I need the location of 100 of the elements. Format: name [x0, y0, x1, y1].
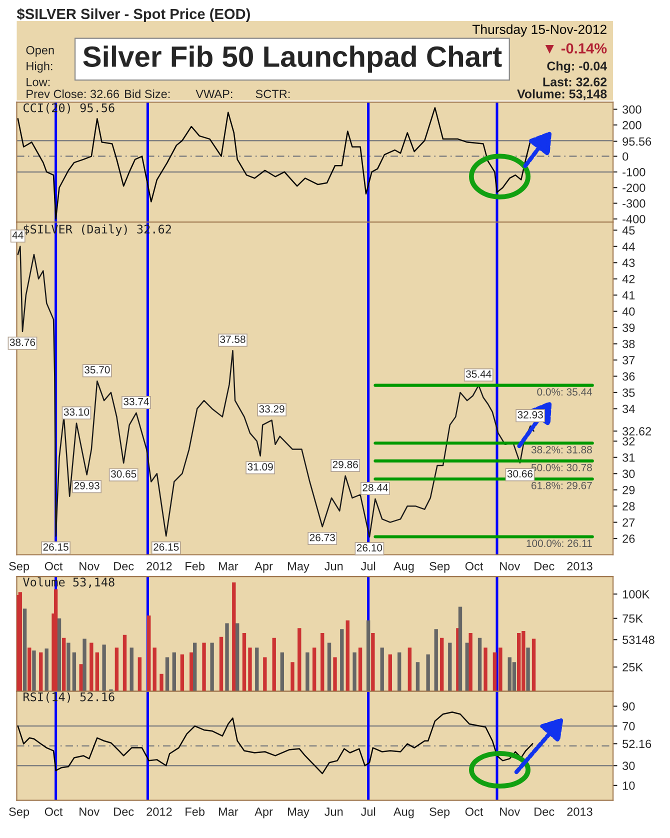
text: Last: 32.62: [543, 78, 607, 86]
annotation: 26.15: [43, 543, 68, 551]
text: Low:: [26, 78, 50, 86]
y-tick-label: -200: [622, 184, 646, 192]
annotation: 29.86: [332, 460, 358, 468]
text: Silver Fib 50 Launchpad Chart: [83, 46, 502, 73]
y-tick-label: 32: [622, 437, 635, 446]
series-label: 100.0%: 26.11: [526, 540, 592, 548]
x-tick-label: Nov: [80, 562, 100, 570]
y-tick-label: 100K: [622, 590, 650, 598]
x-tick-label: Sep: [9, 562, 30, 573]
annotation: 37.58: [220, 336, 246, 343]
annotation: 35.44: [466, 370, 492, 378]
y-tick-label: 25K: [622, 663, 643, 672]
x-tick-label: Apr: [254, 808, 273, 818]
annotation: 30.66: [507, 470, 533, 478]
y-tick-label: 42: [622, 274, 635, 284]
y-tick-label: 10: [622, 781, 635, 790]
x-tick-label: Dec: [534, 562, 554, 570]
x-tick-label: Nov: [80, 808, 100, 816]
x-tick-label: Sep: [430, 562, 450, 573]
x-tick-label: 2012: [146, 562, 172, 570]
x-tick-label: Mar: [218, 562, 238, 570]
x-tick-label: 2012: [146, 808, 172, 816]
x-tick-label: Aug: [393, 808, 414, 818]
annotation: 44: [12, 232, 24, 239]
y-tick-label: 44: [622, 242, 635, 251]
annotation: 33.10: [64, 408, 90, 416]
x-tick-label: May: [288, 808, 310, 818]
y-tick-label: 38: [622, 340, 635, 348]
text: Open: [26, 46, 54, 57]
y-tick-label: 90: [622, 702, 635, 711]
annotation: 33.74: [124, 398, 149, 406]
y-tick-label: 53148: [622, 636, 654, 644]
x-tick-label: Oct: [44, 562, 63, 570]
y-tick-label: 45: [622, 226, 635, 235]
x-tick-label: 2013: [567, 562, 592, 570]
annotation: 26.15: [154, 543, 179, 551]
y-tick-label: 30: [622, 470, 635, 478]
text: $SILVER Silver - Spot Price (EOD): [16, 8, 250, 22]
y-tick-label: 30: [622, 762, 635, 770]
text: High:: [26, 62, 52, 73]
y-tick-label: 52.16: [622, 740, 652, 748]
series-label: 61.8%: 29.67: [532, 482, 592, 490]
y-tick-label: 0: [622, 152, 628, 161]
x-tick-label: Apr: [254, 562, 273, 573]
y-tick-label: 95.56: [622, 137, 652, 146]
x-tick-label: Nov: [500, 808, 520, 816]
x-tick-label: Jul: [360, 807, 376, 816]
text: Chg: -0.04: [547, 61, 608, 73]
x-tick-label: Nov: [500, 562, 520, 570]
x-tick-label: Sep: [430, 808, 450, 818]
y-tick-label: 29: [622, 486, 635, 494]
text: Bid Size:: [125, 89, 170, 98]
x-tick-label: Feb: [186, 562, 205, 570]
y-tick-label: 300: [622, 105, 642, 114]
y-tick-label: 37: [622, 356, 635, 364]
y-tick-label: 27: [622, 518, 635, 527]
text: Thursday 15-Nov-2012: [472, 24, 606, 37]
x-tick-label: Dec: [114, 808, 134, 816]
annotation: 35.70: [84, 366, 110, 374]
annotation: 38.76: [10, 338, 36, 346]
y-tick-label: 39: [622, 324, 635, 332]
x-tick-label: Jun: [324, 808, 343, 816]
x-tick-label: 2013: [567, 808, 592, 816]
annotation: 26.73: [310, 534, 335, 542]
y-tick-label: 70: [622, 722, 635, 730]
y-tick-label: -300: [622, 199, 646, 208]
y-tick-label: 36: [622, 372, 635, 381]
series-label: 0.0%: 35.44: [537, 388, 592, 396]
annotation: 31.09: [248, 463, 273, 471]
annotation: 33.29: [259, 405, 284, 413]
x-tick-label: Dec: [534, 808, 554, 816]
annotation: 29.93: [74, 482, 100, 490]
y-tick-label: 35: [622, 388, 635, 397]
x-tick-label: Mar: [218, 808, 238, 816]
y-tick-label: -100: [622, 168, 646, 176]
series-label: 38.2%: 31.88: [531, 446, 592, 454]
x-tick-label: Sep: [9, 808, 30, 818]
x-tick-label: Jun: [324, 562, 343, 570]
x-tick-label: Oct: [465, 562, 484, 570]
y-tick-label: 34: [622, 404, 635, 414]
y-tick-label: 26: [622, 534, 635, 543]
text: Volume: 53,148: [517, 89, 607, 100]
text: ▼ -0.14%: [545, 43, 607, 54]
x-tick-label: Feb: [186, 807, 205, 816]
y-tick-label: 200: [622, 120, 642, 130]
y-tick-label: -400: [622, 214, 646, 224]
x-tick-label: Aug: [393, 562, 414, 573]
text: SCTR:: [256, 90, 290, 98]
annotation: 30.65: [110, 470, 136, 478]
y-tick-label: 43: [622, 258, 635, 268]
y-tick-label: 28: [622, 502, 635, 510]
y-tick-label: 41: [622, 291, 635, 300]
x-tick-label: May: [288, 562, 310, 573]
y-tick-label: 75K: [622, 614, 643, 623]
x-tick-label: Dec: [114, 562, 134, 570]
x-tick-label: Jul: [360, 562, 376, 570]
annotation: 26.10: [356, 544, 382, 552]
annotation: 28.44: [362, 484, 388, 492]
